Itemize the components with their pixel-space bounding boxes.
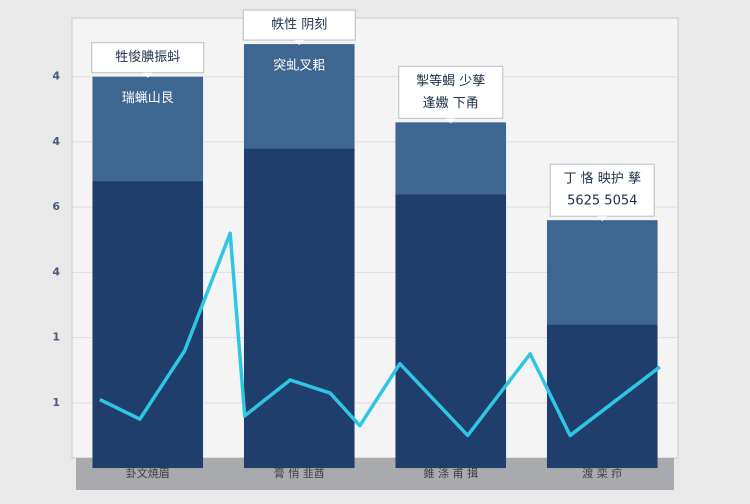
y-tick-label: 6	[52, 200, 60, 213]
callout-text: 帙性 阴刻	[271, 18, 327, 33]
y-tick-label: 1	[52, 396, 60, 409]
callout-box	[398, 65, 504, 119]
x-tick-label: 膏 悄 韭酋	[274, 466, 325, 480]
bar-label: 突虬叉耜	[273, 58, 325, 74]
line	[99, 231, 661, 438]
callout-box	[91, 42, 205, 74]
bar-segment	[243, 44, 355, 149]
callout-text: 丁 恪 映护 孳	[564, 171, 641, 187]
callout-text: 牲悛腆振蚪	[115, 49, 180, 65]
callout-pointer	[142, 72, 153, 78]
callout-text: 逢嫐 下甬	[423, 96, 479, 111]
x-tick-label: 渡 栾 疖	[582, 466, 622, 480]
x-tick-label: 錐 涤 甫 揖	[424, 466, 479, 480]
callout-pointer	[445, 118, 456, 124]
x-tick-label: 卦文焼眉	[126, 466, 170, 480]
callout-pointer	[597, 216, 608, 222]
bar-segment	[395, 194, 507, 469]
y-tick-label: 4	[52, 135, 60, 148]
bar-segment	[243, 148, 355, 469]
bar-segment	[546, 220, 658, 325]
y-tick-label: 4	[52, 265, 60, 278]
callout-text: 掣等蝎 少孳	[416, 73, 485, 89]
y-tick-label: 4	[52, 70, 60, 83]
callout-box	[549, 163, 655, 217]
y-tick-label: 1	[52, 331, 60, 344]
callout-pointer	[294, 40, 305, 46]
bar-segment	[92, 181, 204, 469]
callout-text: 5625 5054	[567, 194, 637, 209]
bar-segment	[92, 76, 204, 182]
bar-segment	[546, 324, 658, 469]
bar-segment	[395, 122, 507, 195]
bar-label: 瑞蝋山艮	[122, 91, 174, 106]
